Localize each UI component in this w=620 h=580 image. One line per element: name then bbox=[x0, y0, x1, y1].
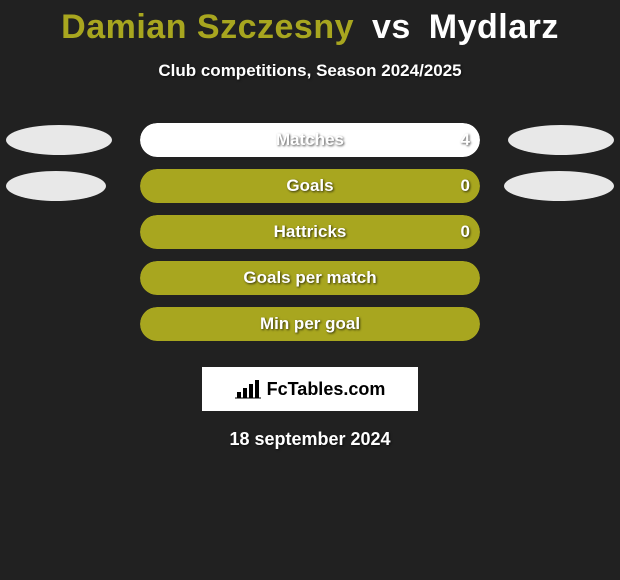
stat-row: Goals0 bbox=[0, 165, 620, 211]
stat-bar-fill-a bbox=[140, 261, 480, 295]
ellipse-player-b bbox=[508, 125, 614, 155]
stat-bar-fill-a bbox=[140, 169, 480, 203]
stats-container: Matches4Goals0Hattricks0Goals per matchM… bbox=[0, 119, 620, 349]
player-a-name: Damian Szczesny bbox=[61, 8, 354, 46]
player-b-name: Mydlarz bbox=[429, 8, 559, 46]
vs-text: vs bbox=[372, 8, 411, 46]
ellipse-player-b bbox=[504, 171, 614, 201]
stat-bar-track bbox=[140, 215, 480, 249]
ellipse-player-a bbox=[6, 125, 112, 155]
logo-text: FcTables.com bbox=[267, 379, 386, 400]
stat-bar-fill-b bbox=[140, 123, 480, 157]
stat-bar-track bbox=[140, 169, 480, 203]
stat-bar-track bbox=[140, 123, 480, 157]
stat-bar-fill-a bbox=[140, 307, 480, 341]
stat-bar-track bbox=[140, 307, 480, 341]
date-line: 18 september 2024 bbox=[0, 429, 620, 450]
stat-bar-fill-a bbox=[140, 215, 480, 249]
logo-box: FcTables.com bbox=[202, 367, 418, 411]
comparison-title: Damian Szczesny vs Mydlarz bbox=[0, 0, 620, 47]
stat-row: Matches4 bbox=[0, 119, 620, 165]
stat-bar-track bbox=[140, 261, 480, 295]
stat-row: Min per goal bbox=[0, 303, 620, 349]
ellipse-player-a bbox=[6, 171, 106, 201]
subtitle: Club competitions, Season 2024/2025 bbox=[0, 61, 620, 81]
stat-row: Goals per match bbox=[0, 257, 620, 303]
stat-row: Hattricks0 bbox=[0, 211, 620, 257]
bar-chart-icon bbox=[235, 378, 261, 400]
